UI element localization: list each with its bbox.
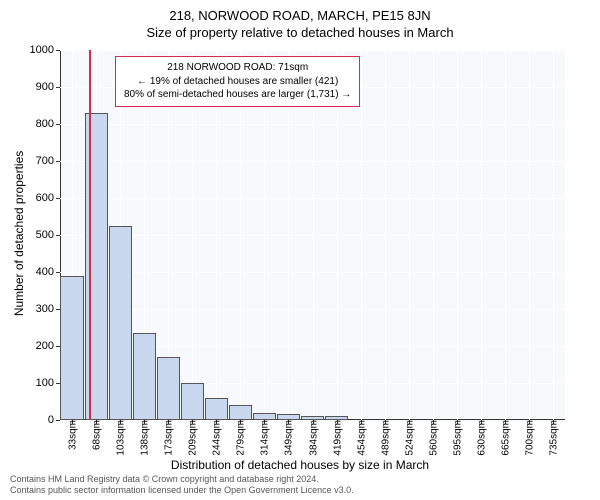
x-tick-label: 700sqm: [522, 420, 535, 456]
y-tick-label: 200: [36, 340, 60, 352]
annotation-line1: 218 NORWOOD ROAD: 71sqm: [124, 61, 351, 75]
histogram-bar: [301, 416, 324, 420]
x-tick-label: 384sqm: [306, 420, 319, 456]
grid-line: [481, 50, 482, 420]
x-tick-label: 454sqm: [354, 420, 367, 456]
grid-line: [505, 50, 506, 420]
annotation-line2: ← 19% of detached houses are smaller (42…: [124, 75, 351, 89]
footer-line2: Contains public sector information licen…: [10, 485, 354, 497]
histogram-bar: [133, 333, 156, 420]
y-tick-label: 800: [36, 118, 60, 130]
grid-line: [457, 50, 458, 420]
grid-line: [385, 50, 386, 420]
x-tick-label: 595sqm: [450, 420, 463, 456]
x-tick-label: 103sqm: [114, 420, 127, 456]
y-tick-label: 300: [36, 303, 60, 315]
footer-attribution: Contains HM Land Registry data © Crown c…: [10, 474, 354, 497]
x-tick-label: 33sqm: [66, 420, 79, 450]
x-tick-label: 524sqm: [402, 420, 415, 456]
grid-line: [553, 50, 554, 420]
x-tick-label: 560sqm: [426, 420, 439, 456]
y-axis-label: Number of detached properties: [12, 151, 26, 316]
y-tick-label: 100: [36, 377, 60, 389]
x-tick-label: 630sqm: [474, 420, 487, 456]
x-axis-label: Distribution of detached houses by size …: [0, 458, 600, 472]
x-tick-label: 419sqm: [330, 420, 343, 456]
histogram-bar: [277, 414, 300, 420]
histogram-bar: [205, 398, 228, 420]
chart-title-main: 218, NORWOOD ROAD, MARCH, PE15 8JN: [0, 0, 600, 23]
x-tick-label: 665sqm: [498, 420, 511, 456]
x-tick-label: 173sqm: [162, 420, 175, 456]
grid-line: [529, 50, 530, 420]
x-tick-label: 68sqm: [90, 420, 103, 450]
x-tick-label: 489sqm: [378, 420, 391, 456]
grid-line: [433, 50, 434, 420]
y-tick-label: 900: [36, 81, 60, 93]
histogram-bar: [109, 226, 132, 420]
y-tick-label: 400: [36, 266, 60, 278]
y-tick-label: 1000: [30, 44, 60, 56]
grid-line: [409, 50, 410, 420]
histogram-bar: [325, 416, 348, 420]
annotation-box: 218 NORWOOD ROAD: 71sqm ← 19% of detache…: [115, 56, 360, 107]
histogram-bar: [157, 357, 180, 420]
histogram-bar: [253, 413, 276, 420]
y-tick-label: 0: [48, 414, 60, 426]
y-tick-label: 500: [36, 229, 60, 241]
x-tick-label: 735sqm: [546, 420, 559, 456]
x-tick-label: 138sqm: [138, 420, 151, 456]
y-tick-label: 700: [36, 155, 60, 167]
histogram-bar: [229, 405, 252, 420]
grid-line: [361, 50, 362, 420]
footer-line1: Contains HM Land Registry data © Crown c…: [10, 474, 354, 486]
property-marker-line: [89, 50, 91, 420]
y-tick-label: 600: [36, 192, 60, 204]
histogram-bar: [85, 113, 108, 420]
x-tick-label: 349sqm: [282, 420, 295, 456]
histogram-bar: [60, 276, 83, 420]
histogram-bar: [181, 383, 204, 420]
x-tick-label: 244sqm: [210, 420, 223, 456]
chart-title-sub: Size of property relative to detached ho…: [0, 23, 600, 40]
x-tick-label: 209sqm: [186, 420, 199, 456]
x-tick-label: 279sqm: [234, 420, 247, 456]
annotation-line3: 80% of semi-detached houses are larger (…: [124, 88, 351, 102]
chart-plot-area: 01002003004005006007008009001000 33sqm68…: [60, 50, 565, 420]
x-tick-label: 314sqm: [258, 420, 271, 456]
